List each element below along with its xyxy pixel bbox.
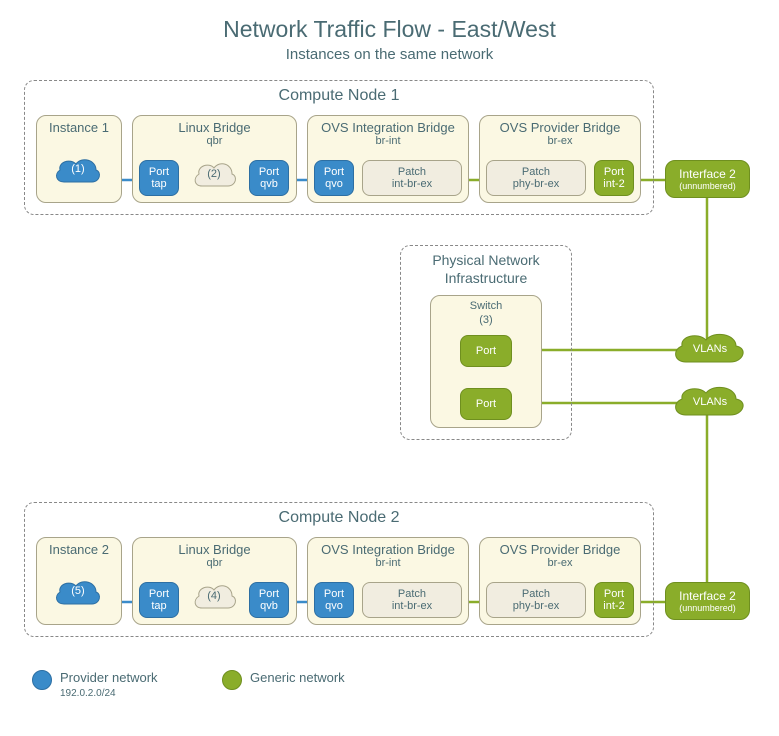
patch-phy-br-ex-2: Patch phy-br-ex <box>486 582 586 618</box>
ovs-int-2-sub: br-int <box>308 557 468 569</box>
port-tap-1: Port tap <box>139 160 179 196</box>
cloud-2-num: (2) <box>190 168 238 180</box>
ovs-prov-2-title: OVS Provider Bridge <box>480 538 640 557</box>
page-title: Network Traffic Flow - East/West <box>0 16 779 43</box>
linux-bridge-2-sub: qbr <box>133 557 296 569</box>
legend-generic-dot <box>222 670 242 690</box>
legend-provider-text: Provider network <box>60 670 158 685</box>
cloud-4-num: (4) <box>190 590 238 602</box>
vlans-1-label: VLANs <box>670 343 750 355</box>
legend-provider-sub: 192.0.2.0/24 <box>60 688 116 699</box>
page-subtitle: Instances on the same network <box>0 46 779 63</box>
patch-int-br-ex-1: Patch int-br-ex <box>362 160 462 196</box>
port-qvb-2: Port qvb <box>249 582 289 618</box>
patch-int-br-ex-2: Patch int-br-ex <box>362 582 462 618</box>
instance-1-num: (1) <box>50 163 106 175</box>
phys-title-2: Infrastructure <box>400 270 572 286</box>
ovs-prov-1-title: OVS Provider Bridge <box>480 116 640 135</box>
instance-2-title: Instance 2 <box>37 538 121 557</box>
port-int-2-1: Port int-2 <box>594 160 634 196</box>
ovs-int-1-title: OVS Integration Bridge <box>308 116 468 135</box>
compute-2-label: Compute Node 2 <box>25 509 653 527</box>
port-tap-2: Port tap <box>139 582 179 618</box>
interface-2-bottom: Interface 2 (unnumbered) <box>665 582 750 620</box>
instance-1-title: Instance 1 <box>37 116 121 135</box>
instance-2-num: (5) <box>50 585 106 597</box>
switch-port-1: Port <box>460 335 512 367</box>
port-qvb-1: Port qvb <box>249 160 289 196</box>
legend-provider-dot <box>32 670 52 690</box>
ovs-int-1-sub: br-int <box>308 135 468 147</box>
switch-port-2: Port <box>460 388 512 420</box>
phys-title-1: Physical Network <box>400 252 572 268</box>
linux-bridge-2-title: Linux Bridge <box>133 538 296 557</box>
switch-num: (3) <box>430 314 542 326</box>
switch-label: Switch <box>430 300 542 312</box>
vlans-2-label: VLANs <box>670 396 750 408</box>
ovs-int-2-title: OVS Integration Bridge <box>308 538 468 557</box>
compute-1-label: Compute Node 1 <box>25 87 653 105</box>
ovs-prov-2-sub: br-ex <box>480 557 640 569</box>
patch-phy-br-ex-1: Patch phy-br-ex <box>486 160 586 196</box>
port-int-2-2: Port int-2 <box>594 582 634 618</box>
port-qvo-2: Port qvo <box>314 582 354 618</box>
ovs-prov-1-sub: br-ex <box>480 135 640 147</box>
interface-2-top: Interface 2 (unnumbered) <box>665 160 750 198</box>
linux-bridge-1-title: Linux Bridge <box>133 116 296 135</box>
linux-bridge-1-sub: qbr <box>133 135 296 147</box>
legend-generic-text: Generic network <box>250 670 345 685</box>
port-qvo-1: Port qvo <box>314 160 354 196</box>
